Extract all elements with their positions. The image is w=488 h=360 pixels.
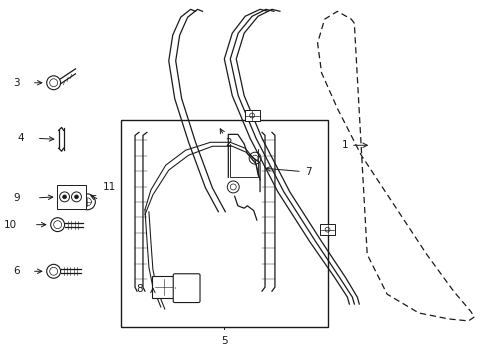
Text: 11: 11: [102, 182, 116, 192]
Bar: [121, 121, 327, 327]
FancyBboxPatch shape: [173, 274, 200, 302]
FancyBboxPatch shape: [152, 276, 175, 298]
FancyBboxPatch shape: [320, 224, 334, 235]
Text: 5: 5: [221, 336, 227, 346]
Text: 1: 1: [341, 140, 366, 150]
Text: 2: 2: [220, 129, 231, 148]
FancyBboxPatch shape: [244, 110, 259, 121]
Text: 4: 4: [17, 133, 24, 143]
Circle shape: [62, 195, 66, 199]
Circle shape: [74, 195, 78, 199]
Text: 3: 3: [13, 78, 20, 88]
Text: 10: 10: [4, 220, 17, 230]
Text: 7: 7: [265, 167, 311, 177]
Text: 6: 6: [13, 266, 20, 276]
FancyBboxPatch shape: [57, 185, 86, 209]
Text: 8: 8: [136, 284, 142, 294]
Text: 9: 9: [13, 193, 20, 203]
